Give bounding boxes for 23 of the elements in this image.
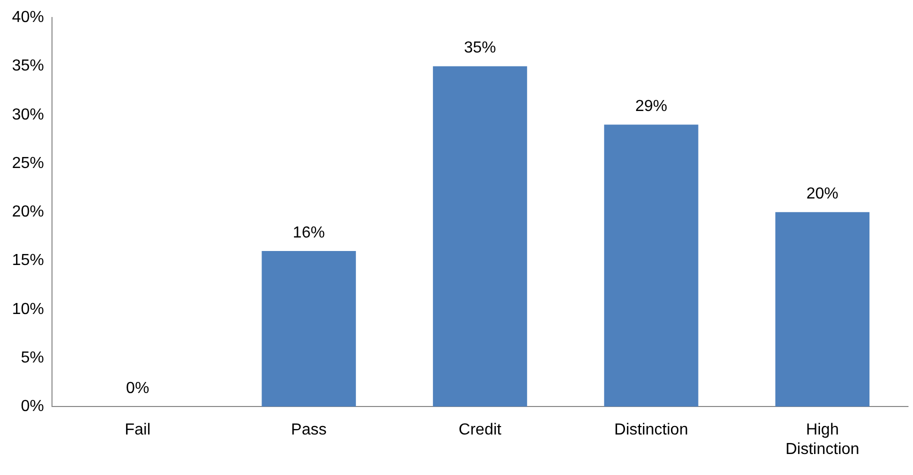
x-tick-label: Credit bbox=[458, 422, 502, 439]
data-label: 16% bbox=[292, 224, 325, 242]
y-tick-label: 5% bbox=[20, 349, 44, 366]
bar bbox=[604, 124, 698, 407]
x-tick-label: Fail bbox=[124, 422, 151, 439]
data-label: 29% bbox=[635, 98, 668, 115]
y-tick-label: 20% bbox=[12, 204, 44, 221]
y-tick-label: 0% bbox=[20, 398, 44, 416]
y-tick-label: 35% bbox=[12, 58, 44, 75]
y-tick-label: 30% bbox=[12, 106, 44, 124]
y-tick-label: 25% bbox=[12, 154, 44, 172]
data-label: 35% bbox=[464, 40, 496, 57]
bar bbox=[262, 251, 356, 407]
x-tick-label: High Distinction bbox=[785, 422, 860, 458]
y-tick-label: 40% bbox=[12, 9, 44, 26]
y-tick-label: 10% bbox=[12, 300, 44, 318]
x-tick-label: Distinction bbox=[614, 422, 688, 439]
y-tick-label: 15% bbox=[12, 252, 44, 270]
bar bbox=[432, 66, 528, 407]
data-label: 20% bbox=[806, 186, 838, 203]
data-label: 0% bbox=[126, 380, 150, 398]
x-tick-label: Pass bbox=[291, 422, 327, 439]
bar bbox=[775, 212, 870, 407]
